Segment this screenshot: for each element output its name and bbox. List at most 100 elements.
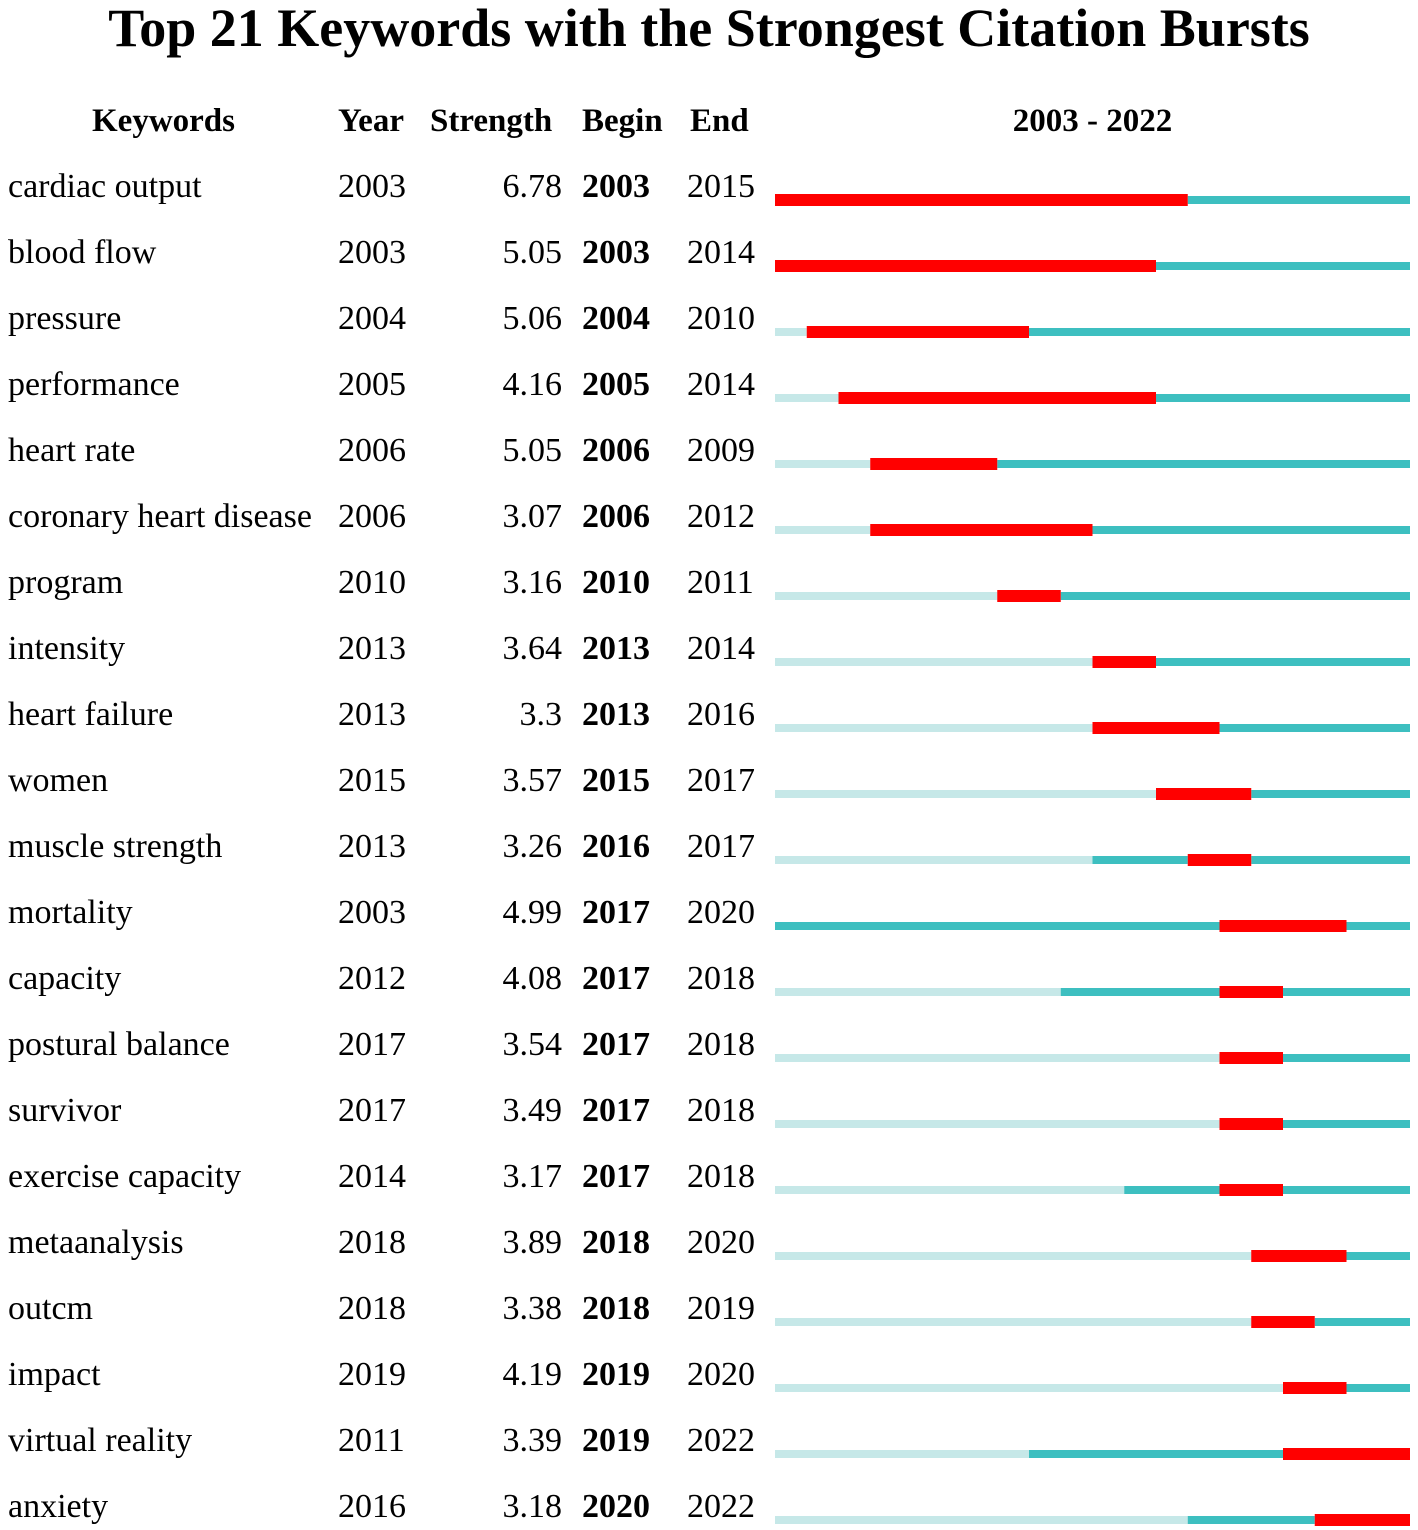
begin-cell: 2016: [582, 828, 650, 865]
inactive-segment: [775, 790, 1156, 798]
keyword-cell: exercise capacity: [8, 1158, 242, 1195]
keyword-cell: cardiac output: [8, 168, 202, 205]
active-segment: [1156, 262, 1410, 270]
year-cell: 2015: [338, 762, 406, 799]
burst-bar: [1283, 1382, 1347, 1394]
end-cell: 2017: [687, 762, 755, 799]
strength-cell: 3.18: [502, 1488, 563, 1525]
end-cell: 2017: [687, 828, 755, 865]
active-segment: [1251, 856, 1410, 864]
year-cell: 2018: [338, 1290, 406, 1327]
begin-cell: 2005: [582, 366, 650, 403]
begin-cell: 2013: [582, 696, 650, 733]
burst-bar: [1092, 722, 1220, 734]
active-segment: [1156, 394, 1410, 402]
end-cell: 2016: [687, 696, 755, 733]
begin-cell: 2017: [582, 894, 650, 931]
strength-cell: 3.89: [502, 1224, 563, 1261]
active-segment: [1156, 658, 1410, 666]
end-cell: 2012: [687, 498, 755, 535]
header-year: Year: [338, 103, 404, 139]
active-segment: [1187, 1516, 1315, 1524]
inactive-segment: [775, 1054, 1220, 1062]
active-segment: [1060, 592, 1410, 600]
strength-cell: 5.05: [502, 432, 563, 469]
burst-bar: [838, 392, 1156, 404]
table-row: women 2015 3.57 2015 2017: [0, 760, 1418, 802]
year-cell: 2003: [338, 234, 406, 271]
begin-cell: 2017: [582, 960, 650, 997]
header-end: End: [690, 103, 749, 139]
inactive-segment: [775, 394, 839, 402]
burst-bar: [806, 326, 1029, 338]
strength-cell: 3.16: [502, 564, 563, 601]
table-row: mortality 2003 4.99 2017 2020: [0, 892, 1418, 934]
table-row: program 2010 3.16 2010 2011: [0, 562, 1418, 604]
inactive-segment: [775, 1120, 1220, 1128]
year-cell: 2019: [338, 1356, 406, 1393]
end-cell: 2009: [687, 432, 755, 469]
burst-bar: [1187, 854, 1252, 866]
begin-cell: 2017: [582, 1026, 650, 1063]
strength-cell: 3.64: [502, 630, 563, 667]
header-begin: Begin: [582, 103, 663, 139]
strength-cell: 6.78: [502, 168, 563, 205]
end-cell: 2018: [687, 1158, 755, 1195]
table-row: heart rate 2006 5.05 2006 2009: [0, 430, 1418, 472]
end-cell: 2015: [687, 168, 755, 205]
header-keywords: Keywords: [92, 103, 235, 139]
end-cell: 2010: [687, 300, 755, 337]
table-row: exercise capacity 2014 3.17 2017 2018: [0, 1156, 1418, 1198]
burst-bar: [1219, 1052, 1283, 1064]
burst-bar: [870, 458, 998, 470]
inactive-segment: [775, 1186, 1125, 1194]
end-cell: 2018: [687, 960, 755, 997]
begin-cell: 2018: [582, 1224, 650, 1261]
active-segment: [1219, 724, 1410, 732]
keyword-cell: postural balance: [8, 1026, 230, 1063]
active-segment: [1346, 1384, 1410, 1392]
end-cell: 2014: [687, 366, 755, 403]
begin-cell: 2010: [582, 564, 650, 601]
inactive-segment: [775, 460, 871, 468]
begin-cell: 2019: [582, 1356, 650, 1393]
table-row: pressure 2004 5.06 2004 2010: [0, 298, 1418, 340]
table-row: cardiac output 2003 6.78 2003 2015: [0, 166, 1418, 208]
strength-cell: 3.49: [502, 1092, 563, 1129]
keyword-cell: coronary heart disease: [8, 498, 312, 535]
year-cell: 2005: [338, 366, 406, 403]
keyword-cell: intensity: [8, 630, 126, 667]
active-segment: [1283, 1054, 1410, 1062]
strength-cell: 3.17: [502, 1158, 563, 1195]
strength-cell: 4.16: [502, 366, 563, 403]
year-cell: 2006: [338, 498, 406, 535]
year-cell: 2012: [338, 960, 406, 997]
burst-bar: [1219, 986, 1283, 998]
year-cell: 2013: [338, 828, 406, 865]
active-segment: [1187, 196, 1410, 204]
strength-cell: 3.39: [502, 1422, 563, 1459]
active-segment: [1092, 856, 1188, 864]
inactive-segment: [775, 1318, 1252, 1326]
begin-cell: 2020: [582, 1488, 650, 1525]
begin-cell: 2015: [582, 762, 650, 799]
keyword-cell: capacity: [8, 960, 122, 997]
year-cell: 2006: [338, 432, 406, 469]
keyword-cell: impact: [8, 1356, 101, 1393]
table-row: performance 2005 4.16 2005 2014: [0, 364, 1418, 406]
burst-bar: [870, 524, 1093, 536]
begin-cell: 2018: [582, 1290, 650, 1327]
keyword-cell: blood flow: [8, 234, 157, 271]
year-cell: 2011: [338, 1422, 405, 1459]
inactive-segment: [775, 1252, 1252, 1260]
burst-bar: [997, 590, 1061, 602]
year-cell: 2003: [338, 894, 406, 931]
burst-bar: [1283, 1448, 1410, 1460]
end-cell: 2018: [687, 1026, 755, 1063]
burst-bar: [1219, 920, 1347, 932]
end-cell: 2020: [687, 1356, 755, 1393]
active-segment: [1283, 1120, 1410, 1128]
begin-cell: 2006: [582, 432, 650, 469]
active-segment: [997, 460, 1410, 468]
